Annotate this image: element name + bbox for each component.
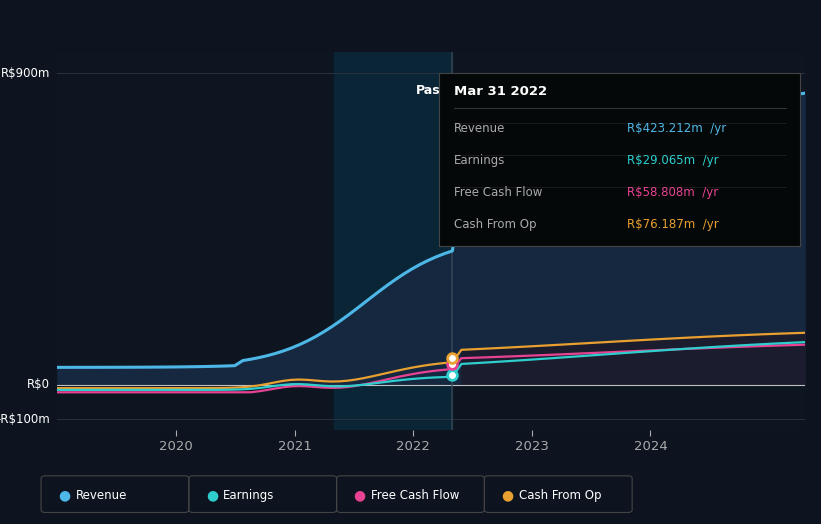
Text: Free Cash Flow: Free Cash Flow xyxy=(371,489,460,501)
Text: Past: Past xyxy=(416,83,447,96)
Text: ●: ● xyxy=(502,488,513,502)
Text: R$58.808m  /yr: R$58.808m /yr xyxy=(627,186,718,199)
Text: Free Cash Flow: Free Cash Flow xyxy=(454,186,542,199)
Text: R$76.187m  /yr: R$76.187m /yr xyxy=(627,218,719,231)
Text: Mar 31 2022: Mar 31 2022 xyxy=(454,85,547,99)
Text: ●: ● xyxy=(206,488,218,502)
Bar xyxy=(334,52,452,430)
Text: R$900m: R$900m xyxy=(1,67,50,80)
Text: R$29.065m  /yr: R$29.065m /yr xyxy=(627,154,718,167)
Text: Revenue: Revenue xyxy=(76,489,127,501)
Text: ●: ● xyxy=(354,488,365,502)
Text: Earnings: Earnings xyxy=(223,489,275,501)
Text: R$0: R$0 xyxy=(27,378,50,391)
Text: Revenue: Revenue xyxy=(454,122,505,135)
Text: Cash From Op: Cash From Op xyxy=(519,489,601,501)
Text: Analysts Forecasts: Analysts Forecasts xyxy=(458,83,575,96)
Text: ●: ● xyxy=(58,488,70,502)
Text: Earnings: Earnings xyxy=(454,154,505,167)
Text: Cash From Op: Cash From Op xyxy=(454,218,536,231)
Text: -R$100m: -R$100m xyxy=(0,413,50,426)
Text: R$423.212m  /yr: R$423.212m /yr xyxy=(627,122,727,135)
